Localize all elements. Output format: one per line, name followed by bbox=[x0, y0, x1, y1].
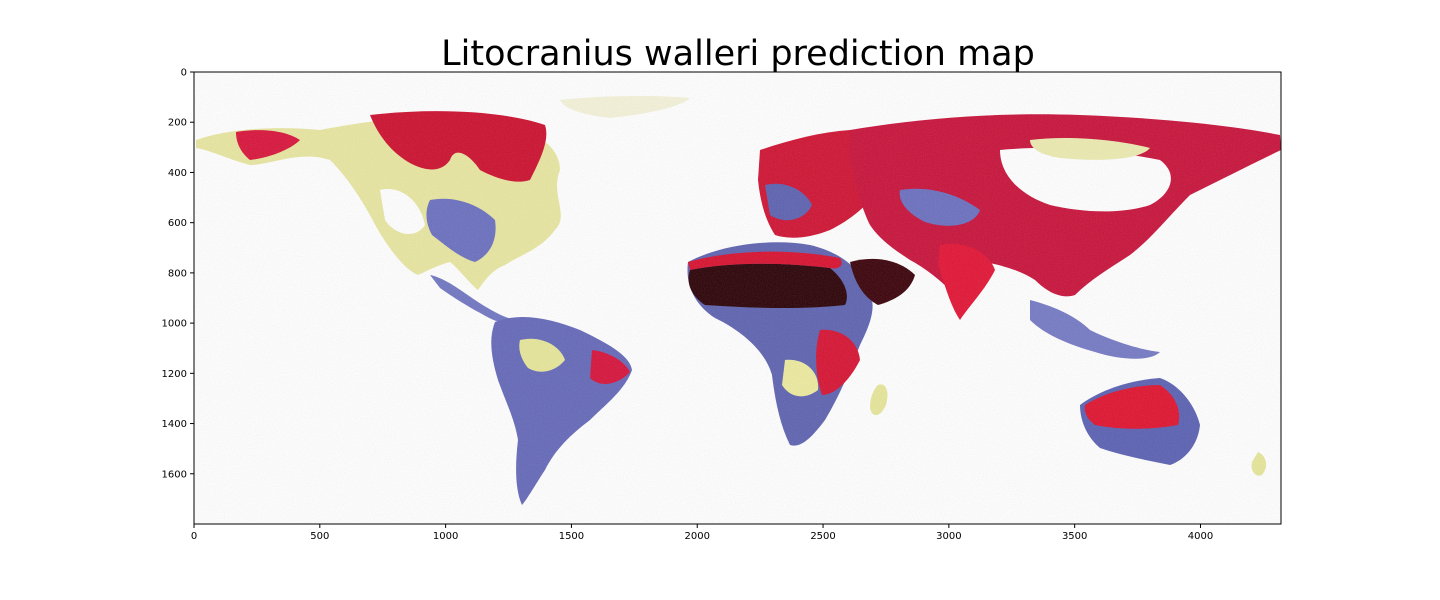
x-tick-label: 1000 bbox=[433, 531, 458, 542]
chart-title: Litocranius walleri prediction map bbox=[441, 34, 1035, 74]
y-tick-label: 400 bbox=[168, 168, 187, 179]
y-tick-label: 1600 bbox=[162, 469, 187, 480]
x-tick-label: 3000 bbox=[936, 531, 961, 542]
x-tick-label: 2500 bbox=[810, 531, 835, 542]
x-tick-label: 4000 bbox=[1188, 531, 1213, 542]
y-tick-label: 1000 bbox=[162, 319, 187, 330]
world-map bbox=[194, 72, 1281, 524]
x-tick-label: 0 bbox=[191, 531, 197, 542]
y-tick-label: 1400 bbox=[162, 419, 187, 430]
axes-frame bbox=[193, 71, 1282, 525]
y-axis: 0 200 400 600 800 1000 1200 1400 1600 bbox=[162, 68, 194, 480]
x-tick-label: 500 bbox=[310, 531, 329, 542]
x-tick-label: 3500 bbox=[1062, 531, 1087, 542]
y-tick-label: 1200 bbox=[162, 369, 187, 380]
x-axis: 0 500 1000 1500 2000 2500 3000 3500 4000 bbox=[191, 524, 1213, 542]
y-tick-label: 200 bbox=[168, 118, 187, 129]
map-texture bbox=[194, 72, 1281, 524]
x-tick-label: 2000 bbox=[685, 531, 710, 542]
y-tick-label: 800 bbox=[168, 268, 187, 279]
y-tick-label: 0 bbox=[181, 68, 187, 79]
x-tick-label: 1500 bbox=[559, 531, 584, 542]
y-tick-label: 600 bbox=[168, 218, 187, 229]
